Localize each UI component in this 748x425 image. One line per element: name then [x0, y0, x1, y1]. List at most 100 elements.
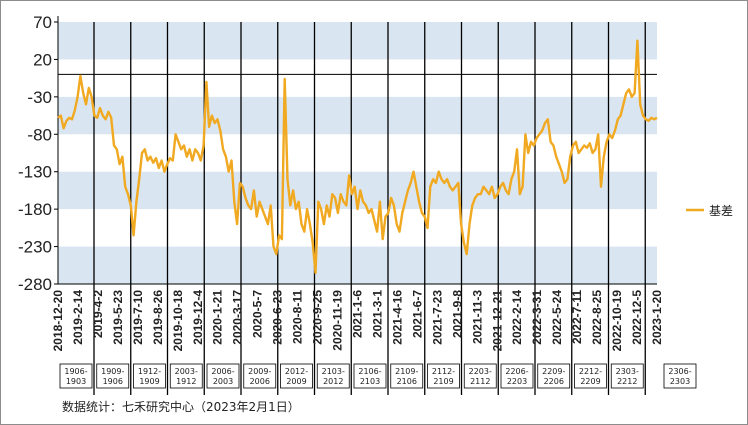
switch-box-label: 2006-: [211, 367, 234, 376]
switch-box: [96, 363, 130, 389]
contract-switch-boxes: 1906-1903 1909-1906 1912-1909 2003-1912 2006…: [59, 363, 697, 389]
switch-box: [206, 363, 240, 389]
x-tick-label: 2019-7-10: [131, 290, 145, 345]
x-tick-label: 2020-1-21: [211, 290, 225, 345]
x-axis: 2018-12-20 2019-2-14 2019-4-2 2019-5-23 2019…: [51, 283, 664, 352]
switch-box: [280, 363, 313, 389]
switch-box-label: 1912: [176, 377, 196, 386]
x-tick-label: 2021-4-16: [390, 290, 404, 345]
x-tick-label: 2021-7-23: [430, 290, 444, 345]
x-tick-label: 2019-4-2: [91, 290, 105, 338]
switch-box: [59, 363, 93, 389]
x-tick-label: 2021-11-3: [470, 290, 484, 344]
switch-box: [663, 363, 697, 389]
x-tick-label: 2021-1-6: [351, 290, 365, 338]
x-tick-label: 2022-5-24: [550, 290, 564, 345]
y-tick-label: -280: [18, 275, 52, 294]
switch-box-label: 2106-: [358, 367, 381, 376]
y-tick-label: 70: [33, 13, 52, 32]
switch-box-label: 2009-: [248, 367, 271, 376]
switch-box-label: 2103-: [322, 367, 345, 376]
y-tick-label: -80: [27, 125, 52, 144]
band: [58, 246, 657, 284]
x-tick-label: 2020-9-25: [311, 290, 325, 345]
basis-series-line: [57, 39, 658, 274]
switch-box-label: 2109: [433, 377, 453, 386]
x-tick-label: 2022-2-14: [510, 290, 524, 345]
x-tick-label: 2023-1-20: [650, 290, 664, 345]
switch-box-label: 2203: [507, 377, 527, 386]
switch-box-label: 2003-: [175, 367, 198, 376]
switch-box-label: 2306-: [668, 367, 691, 376]
x-tick-label: 2018-12-20: [51, 290, 65, 352]
switch-box-label: 2212-: [579, 367, 602, 376]
switch-box-label: 2206: [544, 377, 564, 386]
switch-box-label: 2303: [670, 377, 690, 386]
x-tick-label: 2021-9-8: [450, 290, 464, 338]
x-tick-label: 2022-12-5: [630, 290, 644, 345]
switch-box-label: 2212: [617, 377, 637, 386]
x-tick-label: 2019-2-14: [71, 290, 85, 345]
y-tick-label: -230: [18, 238, 52, 257]
switch-box-label: 2109-: [395, 367, 418, 376]
switch-box-label: 2012-: [285, 367, 308, 376]
background-bands: [58, 22, 657, 284]
switch-box-label: 1909: [139, 377, 159, 386]
x-tick-label: 2019-5-23: [111, 290, 125, 345]
band: [58, 96, 657, 135]
switch-box: [610, 363, 644, 389]
switch-box-label: 2112-: [432, 367, 455, 376]
y-tick-label: 20: [33, 50, 52, 69]
x-tick-label: 2020-3-17: [231, 290, 245, 345]
band: [58, 22, 657, 60]
switch-box: [427, 363, 460, 389]
x-tick-label: 2020-6-23: [271, 290, 285, 345]
x-tick-label: 2022-3-31: [530, 290, 544, 345]
x-tick-label: 2020-11-19: [331, 290, 345, 351]
x-tick-label: 2020-8-11: [291, 290, 305, 344]
y-axis: 70 20 -30 -80 -130 -180 -230 -280: [18, 13, 59, 294]
y-tick-label: -130: [18, 163, 52, 182]
y-tick-label: -180: [18, 200, 52, 219]
switch-box-label: 2106: [397, 377, 417, 386]
switch-box-label: 2203-: [469, 367, 492, 376]
x-tick-label: 2019-12-4: [191, 290, 205, 345]
x-tick-label: 2021-3-1: [370, 290, 384, 338]
switch-box-label: 1912-: [138, 367, 161, 376]
switch-box: [316, 363, 350, 389]
switch-box-label: 2209-: [542, 367, 565, 376]
switch-box-label: 2103: [360, 377, 380, 386]
switch-box-label: 1909-: [101, 367, 124, 376]
switch-box-label: 1906: [103, 377, 123, 386]
x-tick-label: 2022-7-11: [570, 290, 584, 344]
switch-box: [243, 363, 277, 389]
switch-box: [500, 363, 534, 389]
switch-box-label: 2206-: [505, 367, 528, 376]
x-tick-label: 2019-10-18: [171, 290, 185, 352]
legend: 基差: [686, 204, 733, 218]
switch-box: [390, 363, 424, 389]
switch-box: [133, 363, 166, 389]
y-tick-label: -30: [27, 88, 52, 107]
switch-box: [574, 363, 607, 389]
switch-box-label: 2003: [213, 377, 233, 386]
switch-box-label: 1906-: [64, 367, 87, 376]
switch-box-label: 2006: [250, 377, 270, 386]
switch-box-label: 2209: [580, 377, 600, 386]
switch-box: [537, 363, 571, 389]
x-tick-label: 2020-5-7: [251, 290, 265, 338]
switch-box: [353, 363, 387, 389]
x-tick-label: 2022-10-19: [610, 290, 624, 352]
switch-box-label: 2112: [470, 377, 490, 386]
switch-box-label: 1903: [66, 377, 86, 386]
switch-box: [463, 363, 497, 389]
switch-box-label: 2303-: [616, 367, 639, 376]
x-tick-label: 2019-8-26: [151, 290, 165, 345]
switch-box-label: 2009: [286, 377, 306, 386]
x-tick-label: 2022-8-25: [590, 290, 604, 345]
legend-label: 基差: [709, 204, 733, 218]
x-tick-label: 2021-12-21: [490, 290, 504, 352]
contract-switch-lines: [93, 22, 646, 395]
